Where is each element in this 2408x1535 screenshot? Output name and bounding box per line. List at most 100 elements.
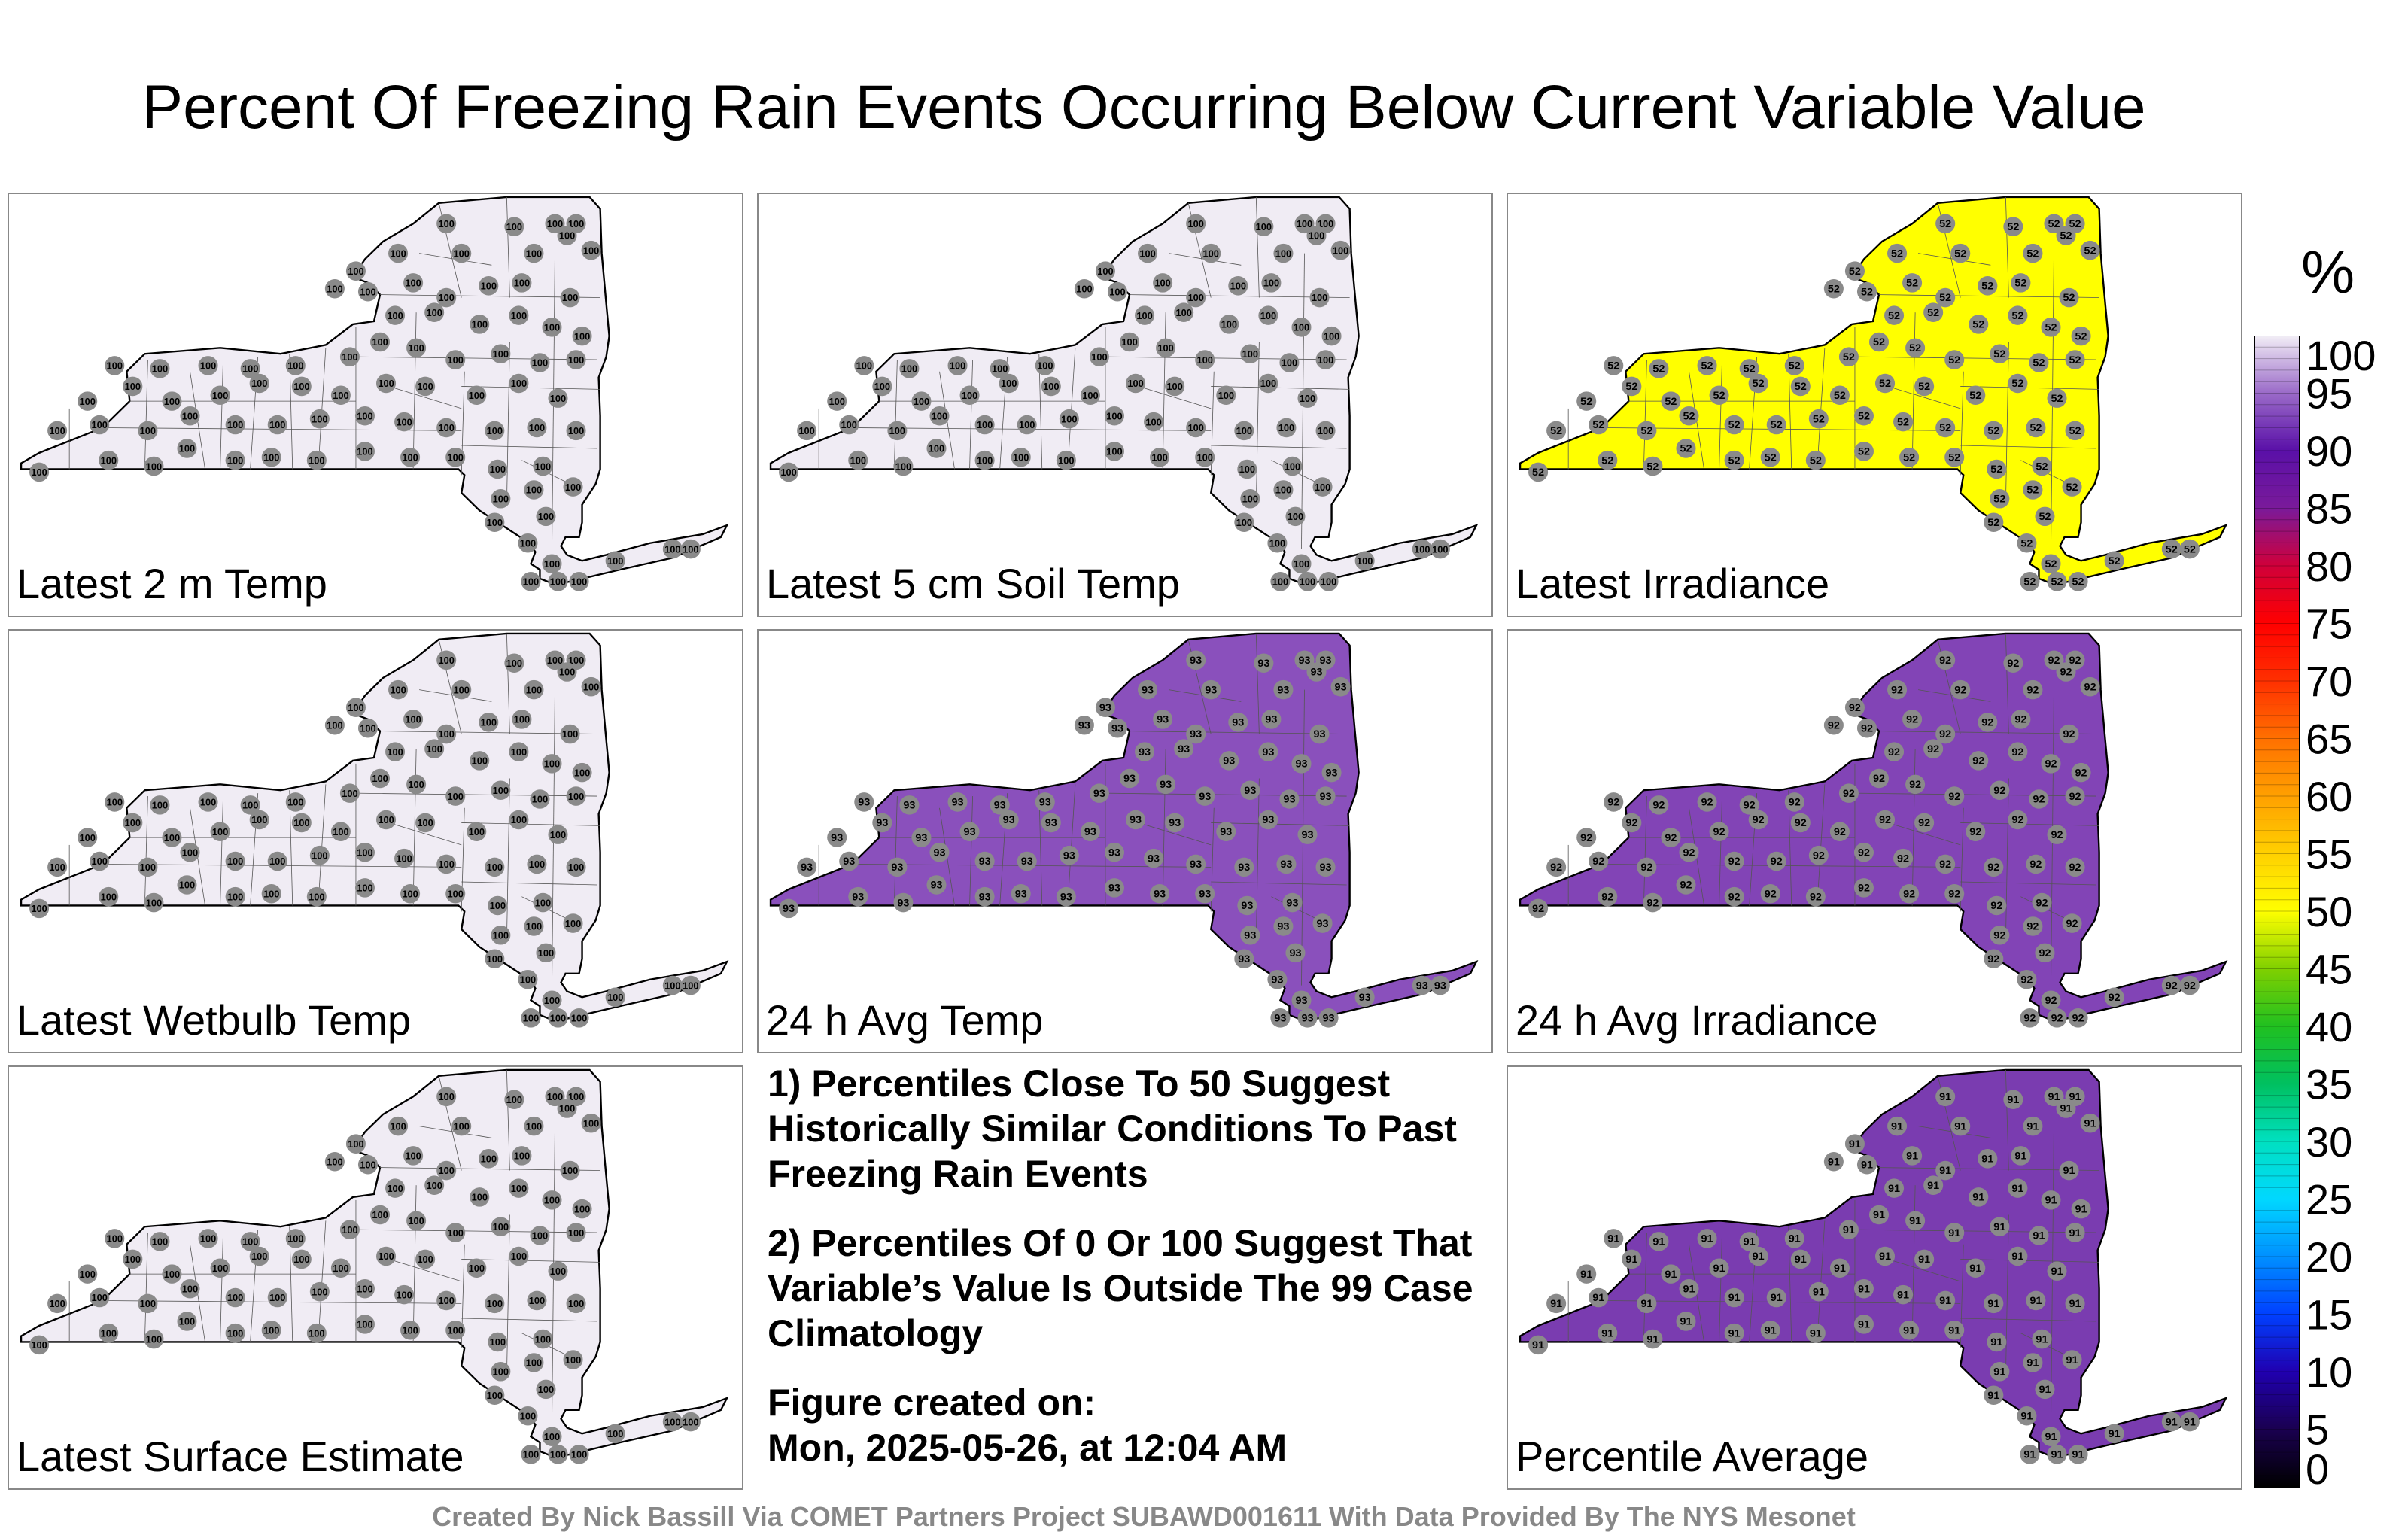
- station-marker: [403, 710, 424, 729]
- station-value: 100: [200, 1234, 216, 1245]
- station-marker: [839, 415, 859, 435]
- notes-block: 1) Percentiles Close To 50 Suggest Histo…: [768, 1061, 1490, 1470]
- county-line: [1643, 796, 1647, 906]
- county-line: [893, 796, 898, 906]
- station-marker: [2047, 388, 2067, 408]
- station-value: 100: [550, 577, 566, 588]
- station-marker: [357, 281, 379, 302]
- station-marker: [1228, 713, 1248, 732]
- station-marker: [512, 710, 532, 729]
- station-value: 100: [1260, 378, 1276, 389]
- station-value: 100: [511, 378, 527, 389]
- station-value: 100: [125, 818, 141, 828]
- created-label: Figure created on:: [768, 1382, 1096, 1424]
- station-marker: [1935, 1290, 1956, 1311]
- station-value: 100: [378, 1251, 394, 1262]
- county-line: [1719, 796, 1722, 906]
- station-marker: [488, 1332, 508, 1352]
- station-marker: [436, 287, 457, 308]
- station-value: 100: [357, 412, 372, 422]
- station-value: 100: [179, 1317, 195, 1327]
- station-value: 92: [2084, 682, 2096, 694]
- state-outline: [20, 632, 729, 1022]
- station-marker: [2080, 1113, 2100, 1133]
- map-panel-latest-wetbulb-temp: 100 100 100 100 100 100 100 100 100 100 100 100 100 1…: [8, 629, 743, 1053]
- station-value: 92: [2075, 767, 2087, 779]
- station-marker: [560, 287, 580, 308]
- county-line: [355, 792, 597, 797]
- station-value: 100: [469, 1263, 485, 1274]
- station-marker: [1254, 217, 1274, 236]
- station-marker: [1724, 450, 1744, 470]
- station-marker: [470, 751, 490, 771]
- station-value: 52: [1954, 248, 1966, 260]
- station-value: 93: [1190, 728, 1202, 740]
- station-marker: [974, 415, 995, 435]
- station-value: 52: [2014, 278, 2026, 290]
- panel-label: Latest Irradiance: [1516, 560, 1830, 607]
- station-marker: [1899, 883, 1920, 904]
- station-value: 91: [1948, 1325, 1960, 1337]
- station-marker: [680, 539, 701, 559]
- station-value: 52: [1939, 292, 1951, 304]
- station-marker: [309, 1281, 330, 1302]
- station-value: 100: [293, 818, 309, 828]
- station-value: 91: [1858, 1319, 1870, 1331]
- station-marker: [2071, 1199, 2091, 1219]
- station-marker: [572, 762, 592, 783]
- station-marker: [1697, 792, 1717, 812]
- station-value: 91: [2063, 1165, 2075, 1177]
- station-marker: [2041, 1427, 2061, 1446]
- station-marker: [1276, 854, 1297, 874]
- station-marker: [1074, 715, 1094, 735]
- station-value: 92: [1771, 856, 1783, 868]
- station-value: 100: [182, 848, 198, 859]
- station-marker: [2080, 240, 2100, 260]
- station-marker: [662, 539, 683, 559]
- map-panel-latest-5cm-soil-temp: 100 100 100 100 100 100 100 100 100 100 100 100 100 1…: [757, 193, 1493, 617]
- station-marker: [1174, 302, 1194, 322]
- station-marker: [1676, 875, 1696, 895]
- station-value: 100: [550, 394, 566, 404]
- station-value: 100: [342, 352, 357, 363]
- station-value: 100: [1285, 461, 1300, 472]
- station-value: 100: [1300, 394, 1315, 404]
- county-line: [1211, 822, 1350, 826]
- station-value: 100: [448, 1326, 464, 1336]
- station-marker: [369, 332, 391, 352]
- station-value: 91: [1834, 1263, 1846, 1275]
- station-marker: [47, 421, 68, 441]
- station-marker: [2017, 533, 2037, 553]
- station-value: 52: [1888, 310, 1900, 322]
- station-marker: [306, 450, 327, 470]
- figure-title: Percent Of Freezing Rain Events Occurrin…: [141, 73, 2146, 141]
- station-marker: [1679, 1278, 1699, 1299]
- station-value: 92: [2069, 655, 2081, 667]
- station-marker: [1041, 813, 1061, 833]
- station-value: 91: [1993, 1366, 2005, 1378]
- station-value: 91: [1701, 1233, 1713, 1245]
- station-value: 100: [387, 747, 403, 758]
- station-value: 100: [514, 278, 530, 289]
- station-marker: [1748, 810, 1768, 830]
- station-value: 91: [2069, 1091, 2081, 1103]
- station-value: 92: [1843, 788, 1855, 800]
- station-marker: [1589, 415, 1609, 435]
- station-value: 100: [287, 798, 303, 808]
- station-value: 100: [544, 323, 560, 333]
- station-marker: [887, 857, 908, 877]
- station-marker: [536, 1379, 556, 1400]
- station-marker: [1724, 1287, 1744, 1308]
- station-marker: [78, 828, 98, 847]
- station-marker: [1267, 969, 1288, 989]
- station-value: 100: [550, 1266, 566, 1277]
- station-value: 93: [1320, 862, 1332, 874]
- station-value: 100: [1218, 391, 1234, 401]
- station-value: 100: [1154, 278, 1170, 289]
- station-marker: [150, 1232, 170, 1251]
- station-marker: [1144, 848, 1164, 868]
- station-value: 91: [1990, 1336, 2002, 1348]
- station-value: 91: [1909, 1215, 1921, 1227]
- station-value: 100: [327, 1157, 342, 1168]
- station-marker: [1766, 851, 1786, 871]
